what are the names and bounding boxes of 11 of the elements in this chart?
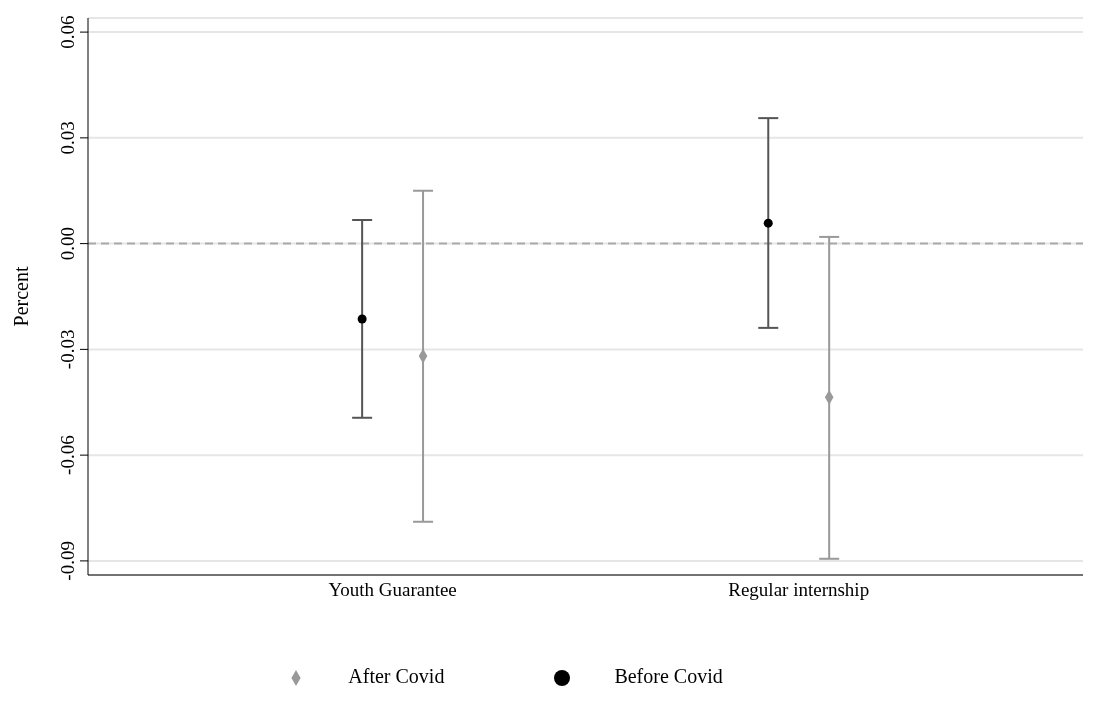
y-tick-label: 0.00 bbox=[57, 227, 78, 261]
y-tick-label: 0.03 bbox=[57, 121, 78, 155]
legend-label: After Covid bbox=[348, 665, 445, 687]
y-tick-label: -0.03 bbox=[57, 329, 78, 370]
y-tick-label: 0.06 bbox=[57, 15, 78, 49]
x-tick-label: Youth Guarantee bbox=[328, 579, 457, 601]
y-tick-label: -0.06 bbox=[57, 435, 78, 475]
legend-label: Before Covid bbox=[614, 665, 723, 687]
y-tick-label: -0.09 bbox=[57, 541, 78, 581]
y-axis-title: Percent bbox=[10, 266, 33, 327]
x-tick-label: Regular internship bbox=[728, 579, 870, 601]
